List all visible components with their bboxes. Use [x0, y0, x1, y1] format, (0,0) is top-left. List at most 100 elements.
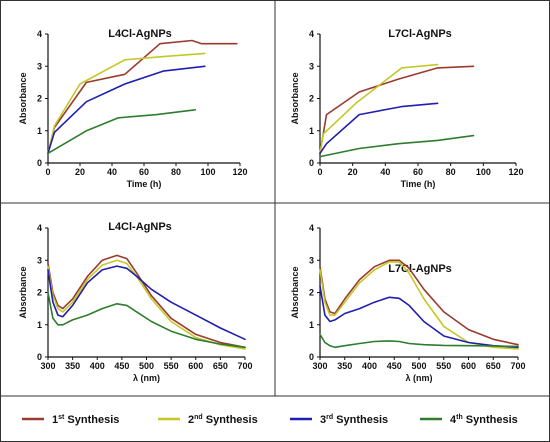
legend-ordinal-suffix: rd [326, 414, 333, 421]
y-tick-label: 4 [37, 223, 42, 233]
x-tick-label: 40 [107, 167, 117, 177]
y-tick-label: 2 [37, 94, 42, 104]
y-tick-label: 4 [309, 223, 314, 233]
x-tick-label: 60 [413, 167, 423, 177]
x-tick-label: 120 [232, 167, 247, 177]
y-tick-label: 2 [309, 288, 314, 298]
legend-label: 4th Synthesis [450, 414, 518, 426]
chart-title: L7Cl-AgNPs [388, 263, 452, 275]
legend-ordinal: 4 [450, 414, 457, 426]
series-line-4 [47, 291, 246, 349]
y-axis-label: Absorbance [290, 72, 300, 124]
x-tick-label: 400 [362, 361, 377, 371]
legend-series-word: Synthesis [463, 414, 518, 426]
y-axis-label: Absorbance [18, 266, 28, 318]
y-tick-label: 3 [309, 61, 314, 71]
series-line-4 [47, 109, 196, 155]
y-tick-label: 1 [37, 320, 42, 330]
series-line-1 [47, 254, 246, 349]
chart-title: L4Cl-AgNPs [108, 221, 172, 233]
series-line-2 [47, 52, 206, 155]
y-tick-label: 1 [309, 126, 314, 136]
x-tick-label: 650 [213, 361, 228, 371]
legend-ordinal-suffix: nd [194, 414, 203, 421]
x-tick-label: 500 [139, 361, 154, 371]
x-axis-label: λ (nm) [133, 373, 160, 383]
x-tick-label: 650 [486, 361, 501, 371]
x-tick-label: 100 [476, 167, 491, 177]
y-tick-label: 0 [37, 158, 42, 168]
series-line-4 [319, 333, 519, 349]
y-tick-label: 1 [309, 320, 314, 330]
x-axis-label: Time (h) [401, 179, 436, 189]
legend-series-word: Synthesis [333, 414, 388, 426]
y-tick-label: 0 [309, 352, 314, 362]
x-tick-label: 600 [188, 361, 203, 371]
legend-series-word: Synthesis [64, 414, 119, 426]
series-line-3 [47, 265, 246, 341]
y-tick-label: 3 [37, 61, 42, 71]
x-tick-label: 60 [139, 167, 149, 177]
y-tick-label: 2 [37, 288, 42, 298]
x-tick-label: 300 [312, 361, 327, 371]
x-tick-label: 350 [65, 361, 80, 371]
chart-legend: 1st Synthesis 2nd Synthesis 3rd Synthesis 4… [22, 414, 518, 426]
legend-ordinal: 2 [188, 414, 194, 426]
y-tick-label: 2 [309, 94, 314, 104]
y-tick-label: 4 [37, 29, 42, 39]
x-tick-label: 350 [337, 361, 352, 371]
y-tick-label: 1 [37, 126, 42, 136]
x-tick-label: 700 [510, 361, 525, 371]
legend-item-1: 1st Synthesis [22, 414, 119, 426]
series-line-2 [47, 259, 246, 350]
legend-item-3: 3rd Synthesis [290, 414, 388, 426]
series-line-3 [319, 285, 519, 349]
series-line-3 [319, 102, 439, 155]
x-tick-label: 450 [387, 361, 402, 371]
x-tick-label: 700 [237, 361, 252, 371]
legend-ordinal: 1 [52, 414, 58, 426]
x-tick-label: 20 [348, 167, 358, 177]
x-axis-label: λ (nm) [406, 373, 433, 383]
series-line-1 [319, 259, 519, 346]
x-tick-label: 20 [75, 167, 85, 177]
series-line-2 [319, 63, 439, 155]
legend-ordinal-suffix: st [58, 414, 65, 421]
x-tick-label: 120 [508, 167, 523, 177]
y-axis-label: Absorbance [290, 266, 300, 318]
y-tick-label: 0 [37, 352, 42, 362]
x-tick-label: 550 [436, 361, 451, 371]
x-tick-label: 0 [45, 167, 50, 177]
y-tick-label: 3 [37, 255, 42, 265]
legend-series-word: Synthesis [203, 414, 258, 426]
legend-item-2: 2nd Synthesis [158, 414, 258, 426]
x-tick-label: 0 [317, 167, 322, 177]
x-tick-label: 600 [461, 361, 476, 371]
legend-item-4: 4th Synthesis [420, 414, 518, 426]
x-tick-label: 550 [164, 361, 179, 371]
series-line-3 [47, 65, 206, 155]
y-tick-label: 0 [309, 158, 314, 168]
series-line-2 [319, 261, 519, 350]
x-tick-label: 80 [446, 167, 456, 177]
chart-panel-l4cl-wavelength: 0 1 2 3 4 300 350 400 450 500 550 600 650 700 λ (nm) Ab… [18, 221, 253, 383]
legend-label: 2nd Synthesis [188, 414, 258, 426]
chart-panel-l7cl-wavelength: 0 1 2 3 4 300 350 400 450 500 550 600 650 700 λ (nm) Ab… [290, 223, 526, 383]
legend-ordinal-suffix: th [456, 414, 463, 421]
legend-label: 3rd Synthesis [320, 414, 388, 426]
legend-ordinal: 3 [320, 414, 326, 426]
legend-label: 1st Synthesis [52, 414, 119, 426]
x-tick-label: 450 [114, 361, 129, 371]
x-tick-label: 40 [380, 167, 390, 177]
x-tick-label: 500 [411, 361, 426, 371]
x-axis-label: Time (h) [127, 179, 162, 189]
y-tick-label: 3 [309, 255, 314, 265]
x-tick-label: 300 [40, 361, 55, 371]
y-tick-label: 4 [309, 29, 314, 39]
y-axis-label: Absorbance [18, 72, 28, 124]
chart-title: L4Cl-AgNPs [108, 28, 172, 40]
x-tick-label: 400 [90, 361, 105, 371]
x-tick-label: 100 [200, 167, 215, 177]
